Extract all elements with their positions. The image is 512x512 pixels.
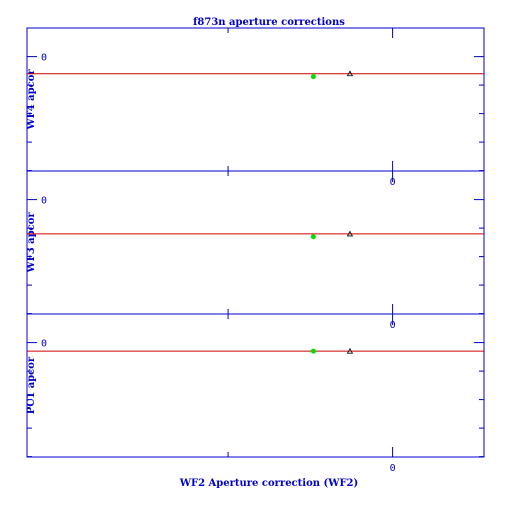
data-point-green bbox=[310, 348, 316, 354]
x-tick-label: 0 bbox=[390, 320, 396, 331]
x-axis-label: WF2 Aperture correction (WF2) bbox=[179, 478, 359, 489]
y-axis-label: PC1 apcor bbox=[26, 356, 37, 414]
data-point-black bbox=[346, 347, 354, 354]
panel-frame-2 bbox=[26, 313, 485, 458]
data-point-black bbox=[346, 70, 354, 77]
panel-frame-1 bbox=[26, 170, 485, 315]
chart-title: f873n aperture corrections bbox=[193, 17, 345, 28]
y-tick-label: 0 bbox=[41, 339, 47, 350]
x-tick-label: 0 bbox=[390, 463, 396, 474]
data-point-black bbox=[346, 230, 354, 237]
y-axis-label: WF4 apcor bbox=[26, 69, 37, 131]
chart-panels: 0 0 WF4 apcor 0 0 WF3 apcor 0 0 PC1 apcor bbox=[26, 27, 485, 474]
panel-frame-0 bbox=[26, 27, 485, 172]
y-tick-label: 0 bbox=[41, 53, 47, 64]
y-axis-label: WF3 apcor bbox=[26, 212, 37, 274]
data-point-green bbox=[310, 74, 316, 80]
y-tick-label: 0 bbox=[41, 196, 47, 207]
data-point-green bbox=[310, 234, 316, 240]
x-tick-label: 0 bbox=[390, 177, 396, 188]
